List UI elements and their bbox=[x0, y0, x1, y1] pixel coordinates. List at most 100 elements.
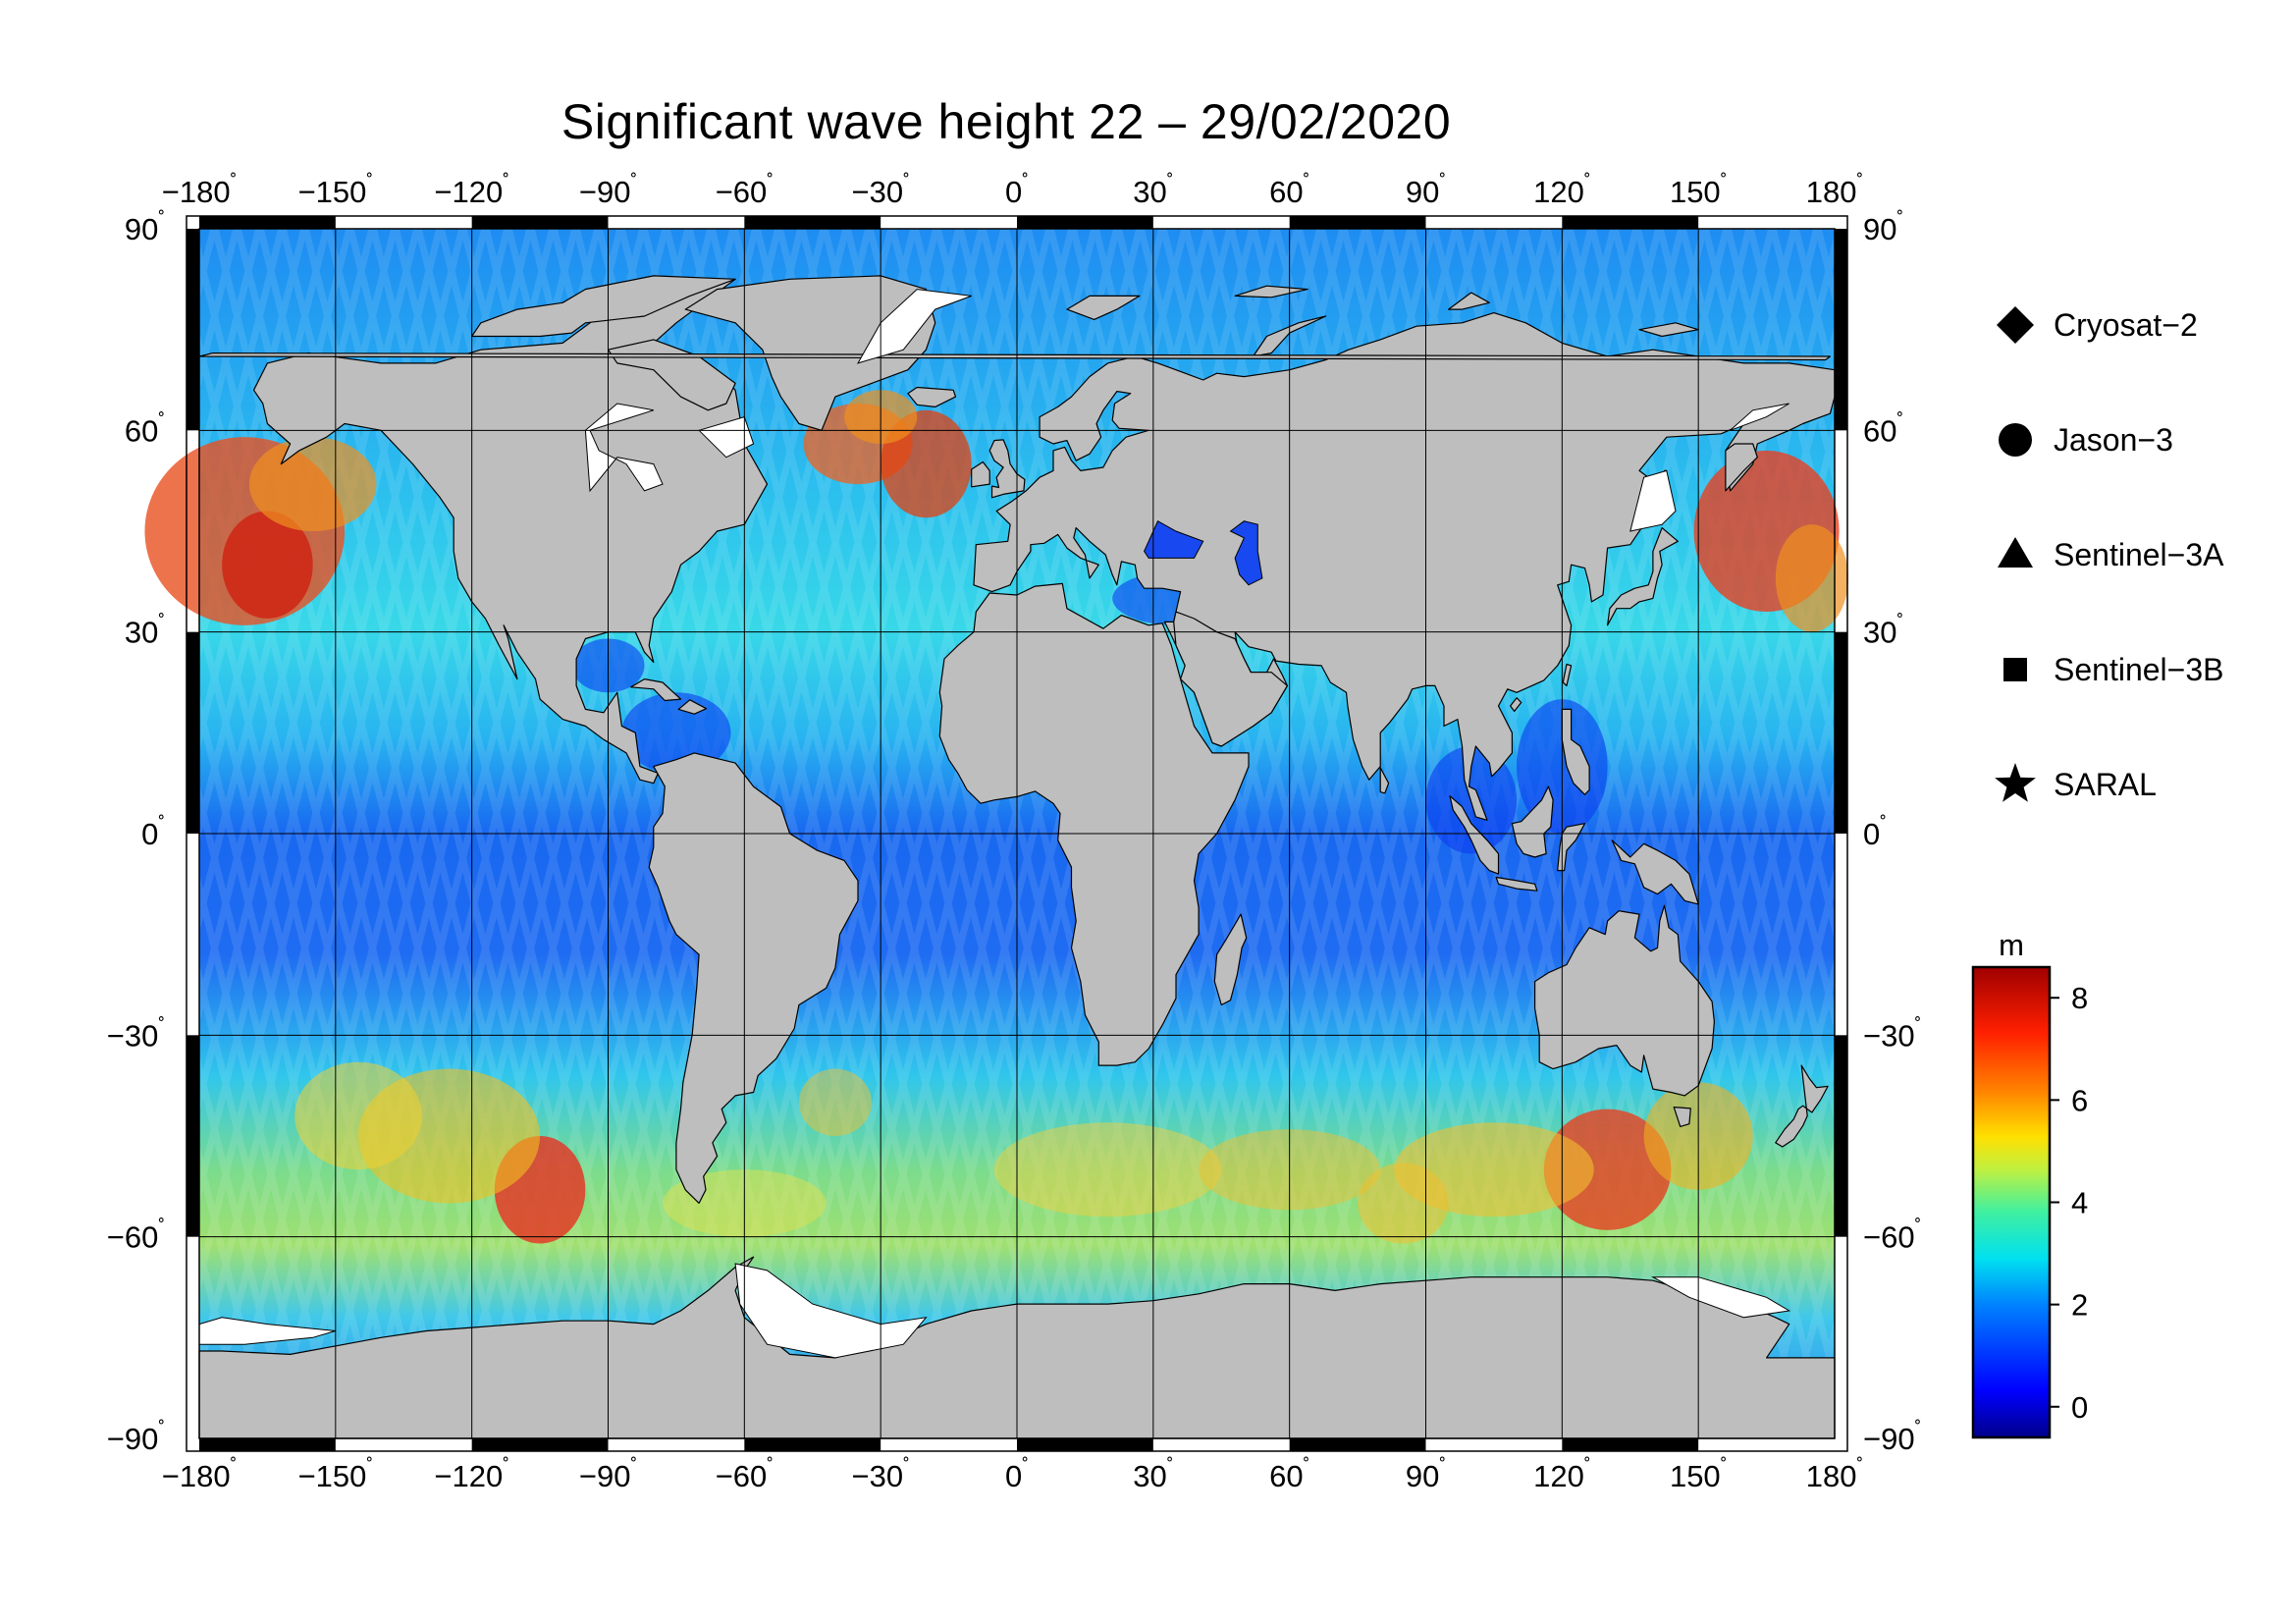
land-svalbard bbox=[1066, 295, 1141, 320]
frame-bar-bottom bbox=[744, 1438, 881, 1451]
land-north-america bbox=[252, 278, 769, 784]
frame-bar-bottom bbox=[471, 1438, 609, 1451]
latitude-label-left: 60˚ bbox=[125, 410, 165, 448]
legend-item: Sentinel−3A bbox=[1998, 537, 2224, 572]
colorbar-tick-label: 4 bbox=[2071, 1186, 2088, 1220]
legend-item-label: Cryosat−2 bbox=[2054, 307, 2198, 343]
land-greenland bbox=[684, 275, 936, 431]
high-wave-area bbox=[993, 1122, 1222, 1217]
land-philippines bbox=[1561, 708, 1590, 795]
circle-marker-icon bbox=[1999, 423, 2032, 457]
colorbar-tick-label: 0 bbox=[2071, 1390, 2088, 1425]
land-new-guinea bbox=[1611, 839, 1699, 905]
longitude-label: 30˚ bbox=[1133, 1456, 1173, 1493]
world-map: −180˚ −180˚ −150˚ −150˚ −120˚ −120˚ −90˚ −90˚ −6… bbox=[107, 172, 1922, 1493]
latitude-label-right: 0˚ bbox=[1863, 814, 1887, 851]
longitude-label: 90˚ bbox=[1406, 1456, 1446, 1493]
frame-bar-right bbox=[1835, 1035, 1847, 1237]
longitude-label: −30˚ bbox=[852, 1456, 910, 1493]
black-sea bbox=[1144, 519, 1204, 559]
frame-bar-top bbox=[1289, 216, 1426, 229]
colorbar-tick-label: 2 bbox=[2071, 1288, 2088, 1323]
latitude-label-right: −30˚ bbox=[1863, 1015, 1921, 1053]
latitude-label-right: 30˚ bbox=[1863, 613, 1903, 650]
latitude-label-right: −90˚ bbox=[1863, 1419, 1921, 1456]
longitude-label: −60˚ bbox=[716, 172, 774, 209]
land-hainan bbox=[1510, 697, 1522, 712]
longitude-tick-labels: −180˚ −180˚ −150˚ −150˚ −120˚ −120˚ −90˚ −90˚ −6… bbox=[162, 172, 1863, 1493]
high-wave-area bbox=[294, 1061, 422, 1170]
land-iceland bbox=[907, 386, 957, 407]
land-australia bbox=[1534, 904, 1715, 1097]
land-sri-lanka bbox=[1379, 767, 1390, 794]
latitude-label-left: 30˚ bbox=[125, 613, 165, 650]
land-severnaya-zemlya bbox=[1448, 292, 1490, 310]
land-sulawesi bbox=[1557, 823, 1586, 872]
latitude-label-right: 90˚ bbox=[1863, 209, 1903, 246]
hudson-bay-ice bbox=[584, 403, 664, 493]
star-marker-icon bbox=[1995, 763, 2036, 802]
land-great-britain bbox=[988, 439, 1026, 499]
longitude-label: −30˚ bbox=[852, 172, 910, 209]
map-frame bbox=[186, 215, 1848, 1452]
latitude-label-left: 90˚ bbox=[125, 209, 165, 246]
latitude-tick-labels: 90˚ 90˚ 60˚ 60˚ 30˚ 30˚ 0˚ 0˚ −30˚ −30˚ −60˚ −60˚ −9… bbox=[107, 209, 1922, 1456]
longitude-label: −180˚ bbox=[162, 1456, 238, 1493]
frame-bar-top bbox=[1562, 216, 1699, 229]
triangle-marker-icon bbox=[1998, 537, 2033, 568]
page-title: Significant wave height 22 – 29/02/2020 bbox=[561, 94, 1452, 149]
colorbar-tick-label: 6 bbox=[2071, 1083, 2088, 1117]
frame-bar-left bbox=[187, 631, 199, 834]
longitude-label: −180˚ bbox=[162, 172, 238, 209]
legend-item: Sentinel−3B bbox=[2003, 652, 2223, 687]
frame-bar-bottom bbox=[199, 1438, 336, 1451]
longitude-label: 60˚ bbox=[1269, 172, 1309, 209]
frame-bar-bottom bbox=[1017, 1438, 1153, 1451]
land-eurasia bbox=[973, 312, 1836, 821]
frame-bar-top bbox=[199, 216, 336, 229]
colorbar-tick-label: 8 bbox=[2071, 981, 2088, 1015]
high-wave-area bbox=[1775, 524, 1848, 632]
colorbar-unit: m bbox=[1999, 928, 2024, 962]
land-arabia-peninsula-fill bbox=[1173, 611, 1288, 747]
longitude-label: 150˚ bbox=[1670, 172, 1727, 209]
low-wave-area bbox=[621, 692, 731, 774]
frame-bar-left bbox=[187, 1035, 199, 1237]
frame-bar-right bbox=[1835, 631, 1847, 834]
longitude-label: 120˚ bbox=[1533, 1456, 1590, 1493]
land-kamchatka-fill bbox=[1725, 443, 1758, 492]
legend-item: Jason−3 bbox=[1999, 422, 2173, 458]
land-ireland bbox=[971, 460, 990, 488]
land-cuba bbox=[630, 678, 682, 702]
square-marker-icon bbox=[2003, 658, 2027, 681]
land-taiwan bbox=[1562, 663, 1573, 686]
latitude-label-left: −90˚ bbox=[107, 1419, 165, 1456]
high-wave-areas bbox=[144, 390, 1848, 1244]
legend-item-label: SARAL bbox=[2054, 767, 2157, 802]
frame-bar-left bbox=[187, 229, 199, 431]
longitude-label: 60˚ bbox=[1269, 1456, 1309, 1493]
land-wrangel bbox=[198, 352, 1831, 361]
high-wave-area bbox=[1358, 1163, 1449, 1244]
wave-height-colorbar: m 0 2 4 6 8 bbox=[1971, 928, 2088, 1439]
longitude-label: −120˚ bbox=[434, 172, 508, 209]
land-novaya-zemlya bbox=[1253, 315, 1327, 357]
sea-ice-1 bbox=[734, 1263, 928, 1359]
latitude-label-left: 0˚ bbox=[141, 814, 165, 851]
land-madagascar bbox=[1213, 913, 1248, 1006]
land-ellesmere-arctic-islands bbox=[471, 275, 736, 338]
longitude-label: 90˚ bbox=[1406, 172, 1446, 209]
longitude-label: 150˚ bbox=[1670, 1456, 1727, 1493]
land-south-america bbox=[648, 752, 859, 1204]
land-tasmania bbox=[1673, 1107, 1691, 1127]
frame-bar-bottom bbox=[1289, 1438, 1426, 1451]
latitude-label-left: −60˚ bbox=[107, 1217, 165, 1255]
diamond-marker-icon bbox=[1997, 306, 2034, 344]
high-wave-area bbox=[1543, 1109, 1672, 1230]
land-hispaniola bbox=[677, 699, 708, 715]
frame-bar-right bbox=[1835, 229, 1847, 431]
sea-ice-6 bbox=[698, 415, 755, 459]
legend-item: SARAL bbox=[1995, 763, 2157, 802]
longitude-label: 0˚ bbox=[1005, 1456, 1029, 1493]
